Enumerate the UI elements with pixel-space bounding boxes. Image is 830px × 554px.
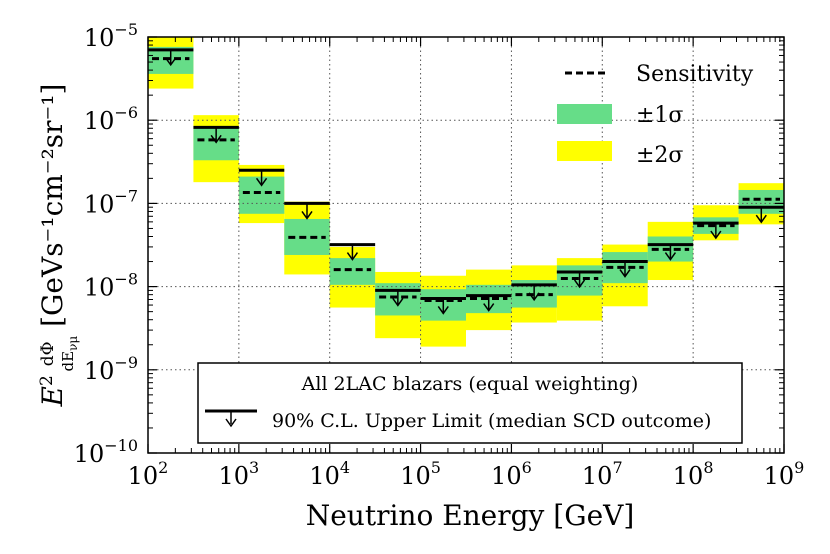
annotation-limit-arrow-head [225,418,237,428]
y-axis-label: E2 dΦdEνμ [GeVs⁻¹cm⁻²sr⁻¹] [36,84,80,408]
y-tick-label: 10−6 [84,103,138,135]
y-tick-label: 10−7 [84,186,138,218]
annotation-title: All 2LAC blazars (equal weighting) [301,373,639,395]
upper-limit-arrow-head [710,230,722,240]
x-tick-label: 104 [309,458,350,490]
legend-two-sigma-swatch [557,141,612,161]
upper-limit-arrow-head [483,303,495,312]
upper-limit-arrow-head [255,177,268,187]
y-label-denominator: dE [59,351,77,372]
x-tick-label: 103 [218,458,259,490]
upper-limit-arrow-head [437,306,449,315]
annotation-entry: 90% C.L. Upper Limit (median SCD outcome… [272,410,711,432]
plot-frame [147,36,785,454]
y-label-units: [GeVs⁻¹cm⁻²sr⁻¹] [36,84,69,327]
annotation-box-frame [197,362,743,444]
y-tick-label: 10−8 [84,270,138,302]
svg-text:E2 dΦdEνμ [GeVs⁻¹cm⁻²sr⁻¹]: E2 dΦdEνμ [GeVs⁻¹cm⁻²sr⁻¹] [36,84,80,408]
legend-one-sigma-label: ±1σ [636,103,683,128]
upper-limit-arrow-head [755,214,767,224]
y-tick-label: 10−5 [84,20,138,52]
x-tick-label: 109 [764,458,805,490]
legend-sensitivity-label: Sensitivity [636,62,754,87]
x-tick-label: 106 [491,458,532,490]
y-label-lead: E [36,386,69,407]
x-tick-label: 108 [673,458,714,490]
legend: Sensitivity ±1σ ±2σ [557,62,754,168]
x-tick-label: 107 [582,458,623,490]
y-label-sup: 2 [37,375,57,386]
one-sigma-band [329,258,376,285]
y-tick-label: 10−10 [74,436,138,468]
legend-one-sigma-swatch [557,104,612,124]
upper-limit-arrow-head [346,252,359,261]
y-label-denominator-sub: νμ [66,336,80,351]
annotation-box: All 2LAC blazars (equal weighting) 90% C… [197,362,743,444]
upper-limit-arrow-head [619,269,631,278]
upper-limit-arrow-head [392,297,404,307]
upper-limit-arrow-head [573,279,586,289]
upper-limit-arrow-head [301,210,313,220]
x-axis-label: Neutrino Energy [GeV] [306,499,635,532]
upper-limit-arrow-head [528,292,540,302]
y-label-numerator: dΦ [38,341,58,366]
upper-limit-arrow-head [210,134,222,144]
x-tick-label: 102 [128,458,169,490]
upper-limit-arrow-head [165,57,177,67]
upper-limit-arrow-head [664,252,677,261]
x-tick-label: 105 [400,458,441,490]
legend-two-sigma-label: ±2σ [636,143,683,168]
y-tick-label: 10−9 [84,353,138,385]
